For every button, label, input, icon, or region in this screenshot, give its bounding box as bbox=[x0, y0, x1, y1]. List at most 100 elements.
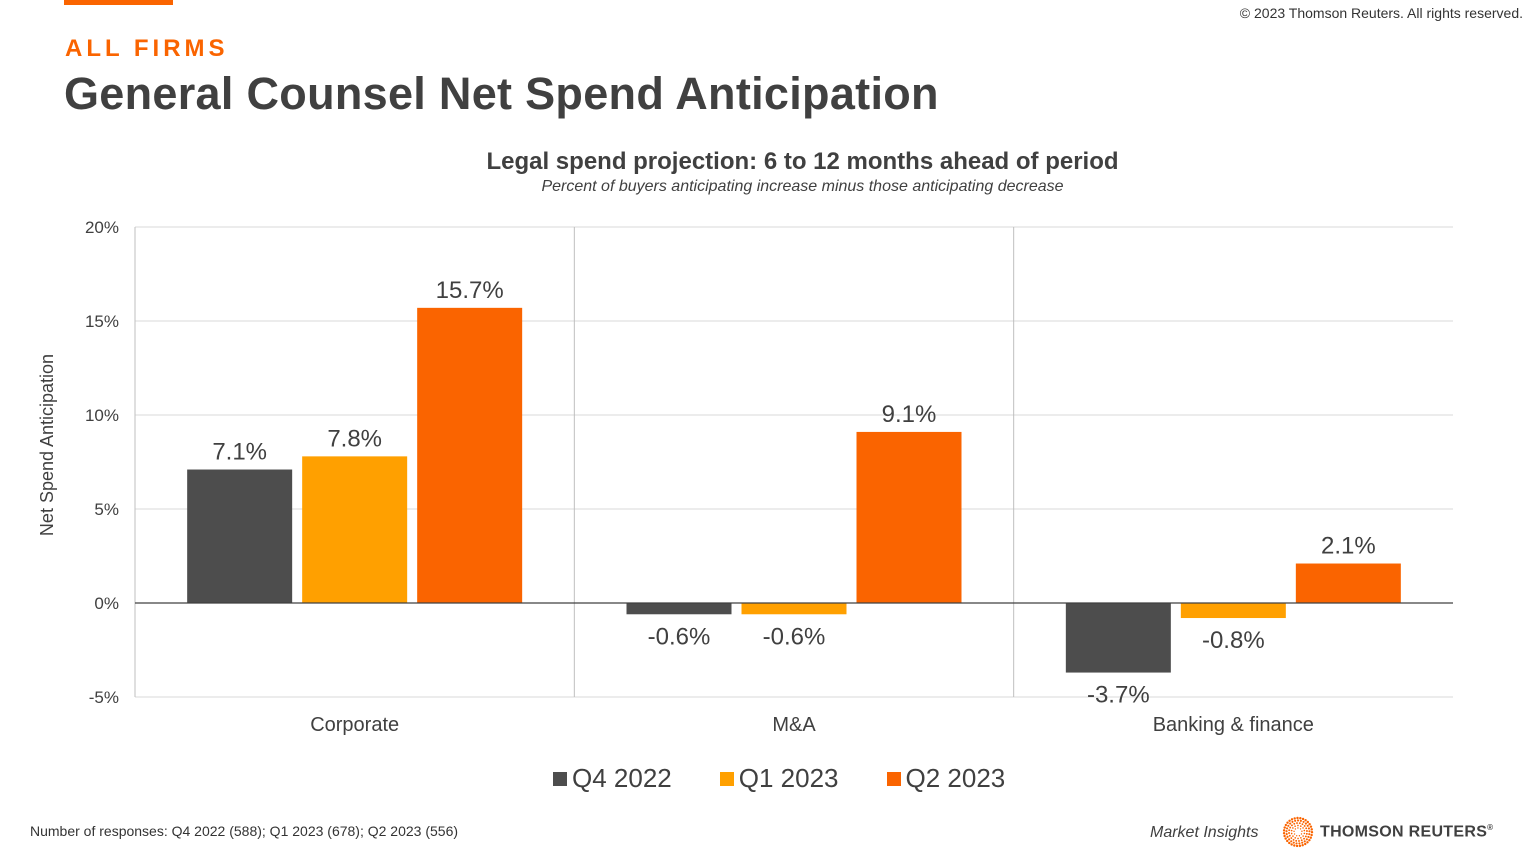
thomson-reuters-sphere-icon bbox=[1282, 816, 1314, 848]
logo-dot bbox=[1298, 822, 1301, 825]
logo-dot bbox=[1304, 822, 1307, 825]
chart-subtitle: Percent of buyers anticipating increase … bbox=[541, 178, 1064, 195]
logo-dot bbox=[1295, 844, 1299, 848]
logo-dot bbox=[1300, 833, 1303, 835]
logo-dot bbox=[1306, 841, 1309, 844]
logo-dot bbox=[1288, 841, 1291, 845]
copyright-notice: © 2023 Thomson Reuters. All rights reser… bbox=[1239, 5, 1523, 21]
logo-dot bbox=[1285, 830, 1288, 833]
y-tick-label: 5% bbox=[94, 500, 119, 519]
y-tick-label: 0% bbox=[94, 594, 119, 613]
logo-dot bbox=[1295, 842, 1298, 845]
logo-dot bbox=[1304, 819, 1307, 822]
logo-dot bbox=[1295, 835, 1298, 837]
logo-dot bbox=[1307, 835, 1310, 838]
logo-dot bbox=[1292, 841, 1295, 844]
logo-dot bbox=[1282, 829, 1286, 832]
data-label: -3.7% bbox=[1087, 682, 1150, 709]
logo-dot bbox=[1300, 837, 1302, 839]
logo-dot bbox=[1302, 827, 1304, 829]
logo-dot bbox=[1310, 831, 1314, 834]
logo-dot bbox=[1297, 827, 1299, 829]
logo-dot bbox=[1305, 830, 1308, 832]
logo-dot bbox=[1291, 820, 1294, 823]
market-insights-label: Market Insights bbox=[1150, 824, 1259, 841]
logo-dot bbox=[1286, 835, 1289, 838]
logo-dot bbox=[1301, 843, 1304, 847]
logo-dot bbox=[1290, 829, 1293, 832]
data-label: 7.8% bbox=[327, 425, 382, 452]
logo-dot bbox=[1290, 832, 1293, 835]
responses-footnote: Number of responses: Q4 2022 (588); Q1 2… bbox=[30, 823, 459, 839]
logo-dot bbox=[1306, 824, 1309, 827]
logo-dot bbox=[1296, 816, 1299, 820]
y-tick-label: -5% bbox=[89, 688, 119, 707]
logo-dot bbox=[1292, 827, 1294, 829]
bars bbox=[187, 307, 1401, 673]
data-label: -0.6% bbox=[763, 623, 826, 650]
logo-dot bbox=[1294, 837, 1297, 839]
logo-dot bbox=[1304, 842, 1307, 846]
logo-dot bbox=[1284, 837, 1287, 840]
logo-dot bbox=[1287, 824, 1290, 827]
brand-name-text: THOMSON REUTERS bbox=[1320, 823, 1488, 841]
logo-dot bbox=[1293, 817, 1296, 820]
logo-dot bbox=[1301, 830, 1303, 832]
logo-dot bbox=[1303, 824, 1306, 827]
x-category-label: Banking & finance bbox=[1153, 714, 1314, 736]
logo-dot bbox=[1296, 819, 1300, 822]
logo-dot bbox=[1288, 838, 1291, 841]
logo-dot bbox=[1293, 833, 1296, 835]
logo-dot bbox=[1308, 822, 1311, 826]
brand-name: THOMSON REUTERS® bbox=[1320, 823, 1493, 841]
logo-dot bbox=[1285, 833, 1288, 836]
bar-q4-2022 bbox=[1065, 603, 1171, 673]
logo-dot bbox=[1288, 829, 1291, 832]
logo-dot bbox=[1298, 844, 1302, 848]
logo-dot bbox=[1293, 844, 1296, 847]
data-label: 9.1% bbox=[882, 401, 937, 428]
bar-q1-2023 bbox=[302, 456, 408, 603]
logo-dot bbox=[1301, 823, 1304, 826]
logo-dot bbox=[1299, 819, 1302, 822]
bar-q2-2023 bbox=[1295, 563, 1401, 603]
logo-dot bbox=[1298, 839, 1300, 842]
data-label: 7.1% bbox=[212, 439, 267, 466]
logo-dot bbox=[1309, 825, 1313, 828]
logo-dot bbox=[1286, 821, 1289, 824]
logo-dot bbox=[1299, 825, 1302, 827]
logo-dot bbox=[1303, 829, 1306, 832]
legend-swatch-q1-2023 bbox=[719, 771, 734, 786]
logo-dot bbox=[1284, 823, 1288, 827]
chart-legend: Q4 2022 Q1 2023 Q2 2023 bbox=[553, 763, 1005, 794]
logo-dot bbox=[1293, 830, 1295, 833]
logo-dot bbox=[1300, 839, 1303, 842]
logo-dot bbox=[1294, 828, 1297, 830]
registered-mark: ® bbox=[1487, 822, 1494, 832]
logo-dot bbox=[1299, 816, 1302, 820]
legend-swatch-q2-2023 bbox=[886, 771, 901, 786]
logo-dot bbox=[1301, 817, 1305, 821]
logo-dot bbox=[1303, 832, 1306, 835]
logo-dot bbox=[1288, 834, 1291, 837]
logo-dot bbox=[1288, 819, 1291, 823]
logo-dot bbox=[1298, 835, 1301, 837]
logo-dot bbox=[1310, 828, 1313, 831]
bar-q4-2022 bbox=[187, 469, 293, 603]
logo-dot bbox=[1290, 818, 1294, 821]
bar-q1-2023 bbox=[741, 603, 847, 615]
bar-q4-2022 bbox=[626, 603, 732, 615]
y-axis-title: Net Spend Anticipation bbox=[37, 354, 57, 536]
logo-dot bbox=[1307, 827, 1311, 830]
logo-dot bbox=[1297, 837, 1299, 840]
logo-dot bbox=[1293, 822, 1296, 825]
logo-dot bbox=[1289, 826, 1292, 829]
logo-dot bbox=[1308, 833, 1311, 836]
data-label: -0.6% bbox=[648, 623, 711, 650]
chart-title: Legal spend projection: 6 to 12 months a… bbox=[486, 148, 1119, 175]
page-title: General Counsel Net Spend Anticipation bbox=[64, 68, 939, 119]
logo-dot bbox=[1292, 838, 1295, 841]
legend-label: Q1 2023 bbox=[738, 763, 839, 793]
logo-dot bbox=[1292, 835, 1294, 837]
